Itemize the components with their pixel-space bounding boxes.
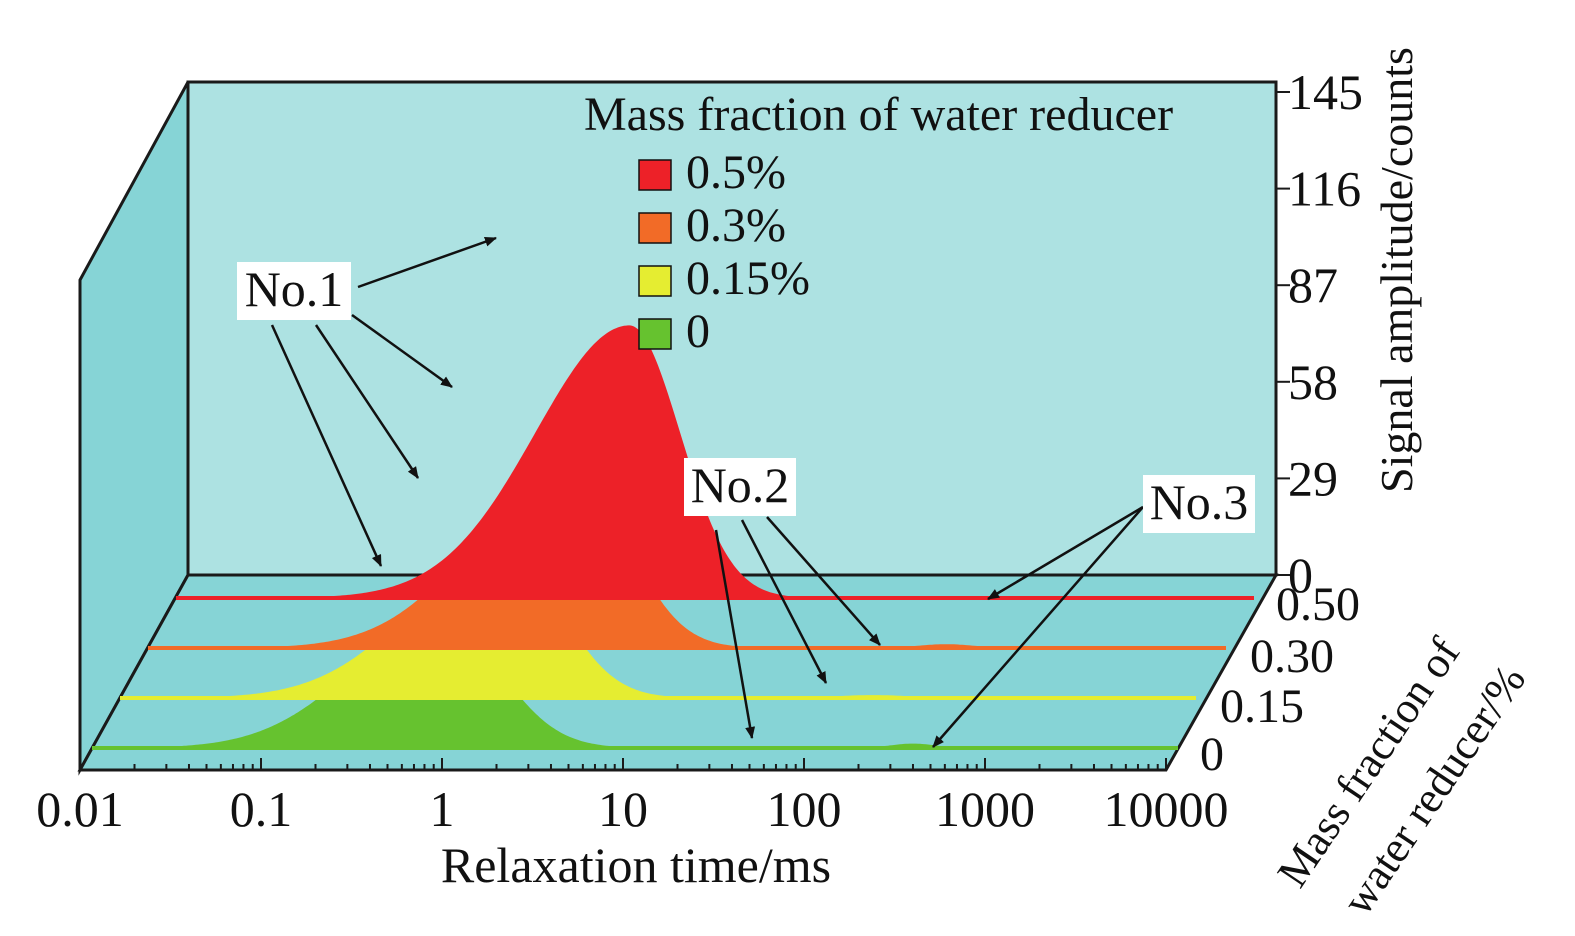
legend-swatch [638,265,672,297]
legend-entry-label: 0.3% [686,199,786,252]
y-tick-label: 87 [1288,257,1338,313]
annotation-no1: No.1 [245,261,344,317]
annotations: No.1 No.2 No.3 [237,236,1255,748]
y-tick-label: 116 [1288,161,1361,217]
x-tick-label: 10000 [1104,781,1229,837]
z-tick-label: 0 [1200,728,1224,781]
x-tick-label: 0.1 [230,781,293,837]
no2-arrow-orange [766,516,881,646]
plot-area [92,325,1254,750]
no1-arrow-orange [351,313,453,389]
series-area-0.3% [148,465,1226,648]
x-tick-label: 1000 [935,781,1035,837]
x-tick-label: 10 [598,781,648,837]
y-tick-label: 29 [1288,450,1338,506]
annotation-no2: No.2 [691,457,790,513]
legend-title: Mass fraction of water reducer [584,88,1173,141]
x-axis-label: Relaxation time/ms [441,837,831,893]
annotation-no3: No.3 [1150,474,1249,530]
x-tick-label: 1 [430,781,455,837]
series-area-0 [92,621,1178,748]
z-tick-label: 0.15 [1220,680,1304,733]
no1-arrow-yellow [314,324,420,479]
y-tick-label: 0 [1288,547,1313,603]
annotation-no3-box [1143,475,1255,533]
no3-arrow-green [932,506,1144,748]
no3-arrow-red [987,505,1144,601]
annotation-no1-box [237,262,351,320]
no2-arrow-yellow [740,519,828,684]
no1-arrow-green [270,324,383,567]
x-tick-label: 100 [767,781,842,837]
series-area-0.15% [120,551,1196,698]
y-tick-label: 145 [1288,64,1363,120]
legend-swatch [638,318,672,350]
legend-entry-label: 0.15% [686,252,810,305]
legend-entry-label: 0.5% [686,146,786,199]
z-tick-label: 0.50 [1276,578,1360,631]
series-area-0.5% [176,325,1254,598]
x-tick-label: 0.01 [36,781,124,837]
annotation-no2-box [684,458,796,516]
legend-swatch [638,212,672,244]
no2-arrow-green [714,529,756,739]
y-axis-label: Signal amplitude/counts [1371,47,1422,493]
z-tick-label: 0.30 [1250,630,1334,683]
no1-arrow-red [357,236,497,289]
legend-swatch [638,159,672,191]
legend: Mass fraction of water reducer0.5%0.3%0.… [584,88,1173,358]
legend-entry-label: 0 [686,305,710,358]
y-tick-label: 58 [1288,354,1338,410]
